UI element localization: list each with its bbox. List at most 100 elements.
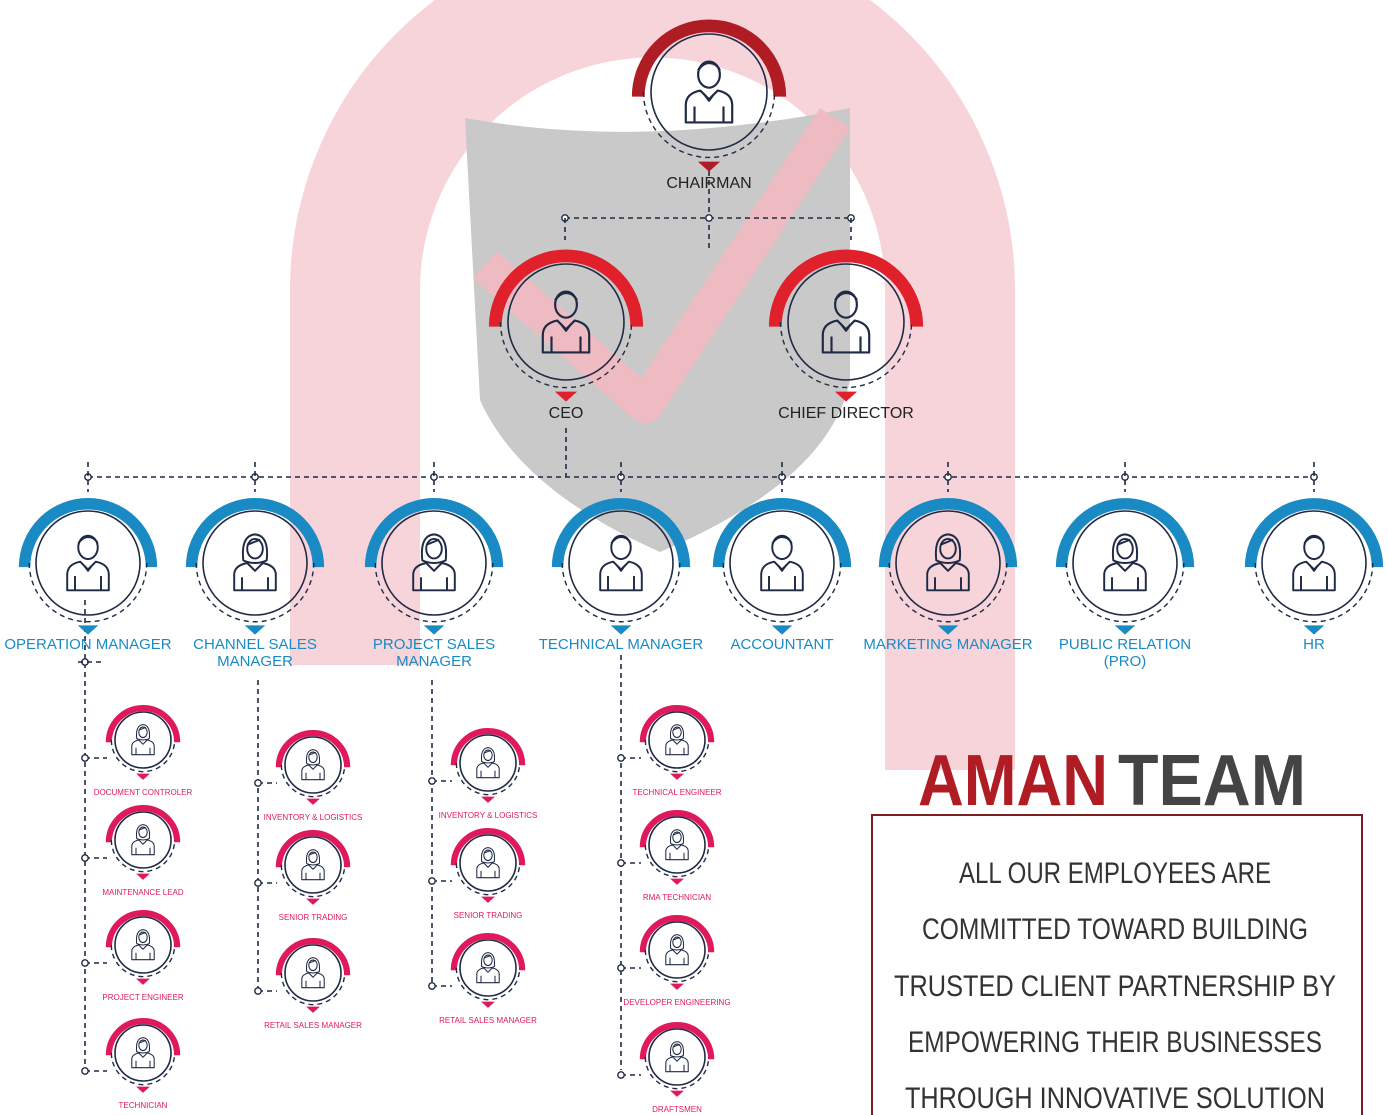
person-node: [712, 498, 852, 635]
node-circle: [459, 834, 517, 892]
brand-title-dark: TEAM: [1118, 741, 1306, 821]
node-circle: [284, 944, 342, 1002]
person-node: [1244, 498, 1384, 635]
person-node: [878, 498, 1018, 635]
node-pointer: [670, 983, 684, 990]
node-pointer: [937, 625, 959, 635]
person-node: [450, 933, 526, 1008]
node-pointer: [481, 896, 495, 903]
person-icon: [301, 957, 325, 989]
person-node: [275, 938, 351, 1013]
node-circle: [1072, 510, 1178, 616]
node-dashed-arc: [195, 562, 315, 623]
node-label: OPERATION MANAGER: [4, 636, 172, 653]
person-node: [18, 498, 158, 635]
node-dashed-arc: [455, 967, 521, 1001]
node-dashed-arc: [642, 91, 776, 159]
node-label: PUBLIC RELATION (PRO): [1058, 636, 1192, 671]
node-arc: [18, 498, 158, 568]
node-pointer: [670, 878, 684, 885]
node-arc: [639, 705, 715, 743]
node-label: HR: [1303, 636, 1325, 653]
person-icon: [1103, 533, 1147, 592]
node-pointer: [306, 798, 320, 805]
node-pointer: [136, 978, 150, 985]
node-circle: [114, 916, 172, 974]
person-node: [639, 705, 715, 780]
node-circle: [381, 510, 487, 616]
node-pointer: [244, 625, 266, 635]
node-pointer: [481, 796, 495, 803]
statement-line: TRUSTED CLIENT PARTNERSHIP BY: [894, 970, 1336, 1003]
node-pointer: [670, 1090, 684, 1097]
node-dashed-arc: [110, 944, 176, 978]
node-arc: [450, 728, 526, 766]
node-pointer: [136, 773, 150, 780]
person-icon: [131, 929, 155, 961]
person-node: [450, 728, 526, 803]
person-icon: [665, 829, 689, 861]
node-dashed-arc: [644, 949, 710, 983]
person-icon: [599, 534, 643, 592]
node-dashed-arc: [644, 739, 710, 773]
node-pointer: [610, 625, 632, 635]
node-dashed-arc: [888, 562, 1008, 623]
node-arc: [450, 828, 526, 866]
node-arc: [1244, 498, 1384, 568]
node-label: SENIOR TRADING: [453, 911, 523, 920]
connector-dot: [617, 1071, 625, 1079]
node-arc: [631, 19, 787, 97]
connector-dot: [254, 987, 262, 995]
node-arc: [878, 498, 1018, 568]
node-pointer: [136, 873, 150, 880]
connector-dot: [428, 877, 436, 885]
node-dashed-arc: [1254, 562, 1374, 623]
node-circle: [1261, 510, 1367, 616]
connector-dot: [617, 754, 625, 762]
node-circle: [648, 921, 706, 979]
node-arc: [275, 730, 351, 768]
node-circle: [729, 510, 835, 616]
node-pointer: [670, 773, 684, 780]
statement-box: [871, 814, 1363, 1115]
person-node: [275, 730, 351, 805]
node-arc: [639, 1022, 715, 1060]
node-dashed-arc: [455, 762, 521, 796]
statement-line: THROUGH INNOVATIVE SOLUTION: [905, 1082, 1325, 1115]
node-arc: [105, 805, 181, 843]
background-check: [473, 108, 851, 423]
connector-dot: [81, 754, 89, 762]
person-icon: [760, 534, 804, 592]
connector-dot: [81, 1067, 89, 1075]
node-circle: [648, 816, 706, 874]
person-icon: [131, 824, 155, 856]
node-label: CHAIRMAN: [666, 175, 752, 192]
person-node: [551, 498, 691, 635]
person-node: [105, 1018, 181, 1093]
node-pointer: [481, 1001, 495, 1008]
node-label: MARKETING MANAGER: [863, 636, 1033, 653]
node-pointer: [697, 161, 721, 172]
person-icon: [131, 724, 155, 756]
node-circle: [648, 1028, 706, 1086]
person-node: [105, 705, 181, 780]
node-dashed-arc: [280, 864, 346, 898]
person-node: [768, 249, 924, 402]
node-arc: [551, 498, 691, 568]
node-arc: [712, 498, 852, 568]
node-pointer: [771, 625, 793, 635]
node-dashed-arc: [644, 1056, 710, 1090]
person-node: [1055, 498, 1195, 635]
person-icon: [665, 1041, 689, 1073]
person-icon: [476, 847, 500, 879]
person-icon: [301, 849, 325, 881]
node-label: PROJECT ENGINEER: [102, 993, 184, 1002]
person-node: [639, 915, 715, 990]
node-circle: [787, 263, 905, 381]
node-pointer: [306, 898, 320, 905]
node-circle: [507, 263, 625, 381]
person-icon: [233, 533, 277, 592]
person-node: [105, 805, 181, 880]
node-arc: [275, 938, 351, 976]
